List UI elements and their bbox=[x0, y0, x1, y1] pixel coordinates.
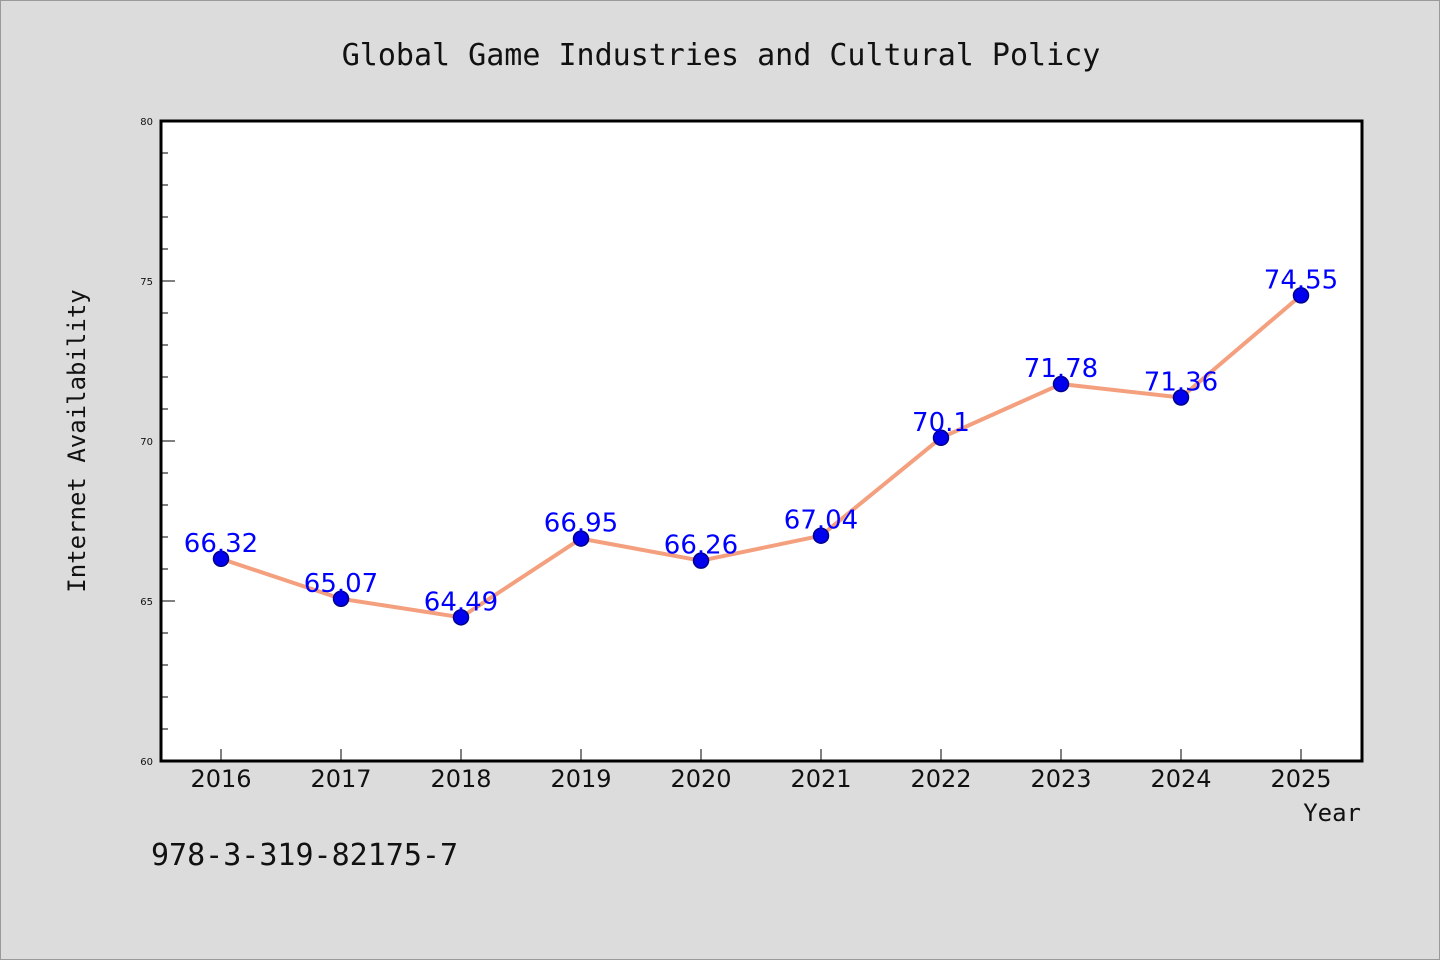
x-tick-label: 2018 bbox=[430, 765, 491, 793]
data-point-marker bbox=[332, 590, 350, 608]
x-tick-label: 2020 bbox=[670, 765, 731, 793]
data-point-marker bbox=[1172, 389, 1190, 406]
data-point-marker bbox=[212, 550, 230, 568]
y-axis-label: Internet Availability bbox=[63, 289, 91, 592]
x-tick-label: 2019 bbox=[550, 765, 611, 793]
data-label: 64.49 bbox=[424, 587, 498, 617]
x-tick-label: 2021 bbox=[790, 765, 851, 793]
x-tick-label: 2023 bbox=[1030, 765, 1091, 793]
data-label: 66.32 bbox=[184, 529, 258, 559]
data-point-marker bbox=[812, 527, 830, 544]
y-tick-label: 65 bbox=[140, 597, 153, 608]
x-tick-label: 2025 bbox=[1270, 765, 1331, 793]
data-label: 67.04 bbox=[784, 506, 858, 536]
data-label: 71.36 bbox=[1144, 367, 1218, 397]
y-tick-labels: 60 65 70 75 80 bbox=[140, 117, 153, 768]
y-tick-label: 70 bbox=[140, 437, 153, 448]
x-axis-label: Year bbox=[1303, 799, 1361, 827]
data-label: 74.55 bbox=[1264, 265, 1338, 295]
x-tick-label: 2016 bbox=[190, 765, 251, 793]
data-point-marker bbox=[692, 552, 710, 569]
data-point-marker bbox=[1292, 287, 1310, 304]
data-point-marker bbox=[572, 530, 590, 547]
plot-border bbox=[159, 119, 1364, 763]
y-tick-label: 80 bbox=[140, 117, 153, 128]
x-tick-label: 2022 bbox=[910, 765, 971, 793]
isbn-footer: 978-3-319-82175-7 bbox=[151, 838, 458, 873]
data-point-marker bbox=[932, 429, 950, 447]
data-label: 66.26 bbox=[664, 531, 738, 561]
series-line bbox=[219, 293, 1303, 620]
plot-area bbox=[161, 121, 1362, 761]
data-labels: 66.32 65.07 64.49 66.95 66.26 67.04 70.1 71.78 7… bbox=[184, 265, 1338, 617]
data-label: 71.78 bbox=[1024, 354, 1098, 384]
chart-title: Global Game Industries and Cultural Poli… bbox=[342, 38, 1101, 73]
data-label: 70.1 bbox=[912, 408, 970, 438]
y-tick-label: 60 bbox=[140, 757, 153, 768]
data-point-marker bbox=[452, 609, 470, 626]
series-markers bbox=[212, 287, 1310, 626]
x-tick-label: 2024 bbox=[1150, 765, 1211, 793]
x-tick-label: 2017 bbox=[310, 765, 371, 793]
data-point-marker bbox=[1052, 375, 1070, 393]
x-ticks bbox=[220, 749, 1302, 761]
y-tick-label: 75 bbox=[140, 277, 153, 288]
data-label: 66.95 bbox=[544, 509, 618, 539]
x-tick-labels: 2016 2017 2018 2019 2020 2021 2022 2023 2024 2025 bbox=[190, 765, 1331, 793]
data-label: 65.07 bbox=[304, 569, 378, 599]
